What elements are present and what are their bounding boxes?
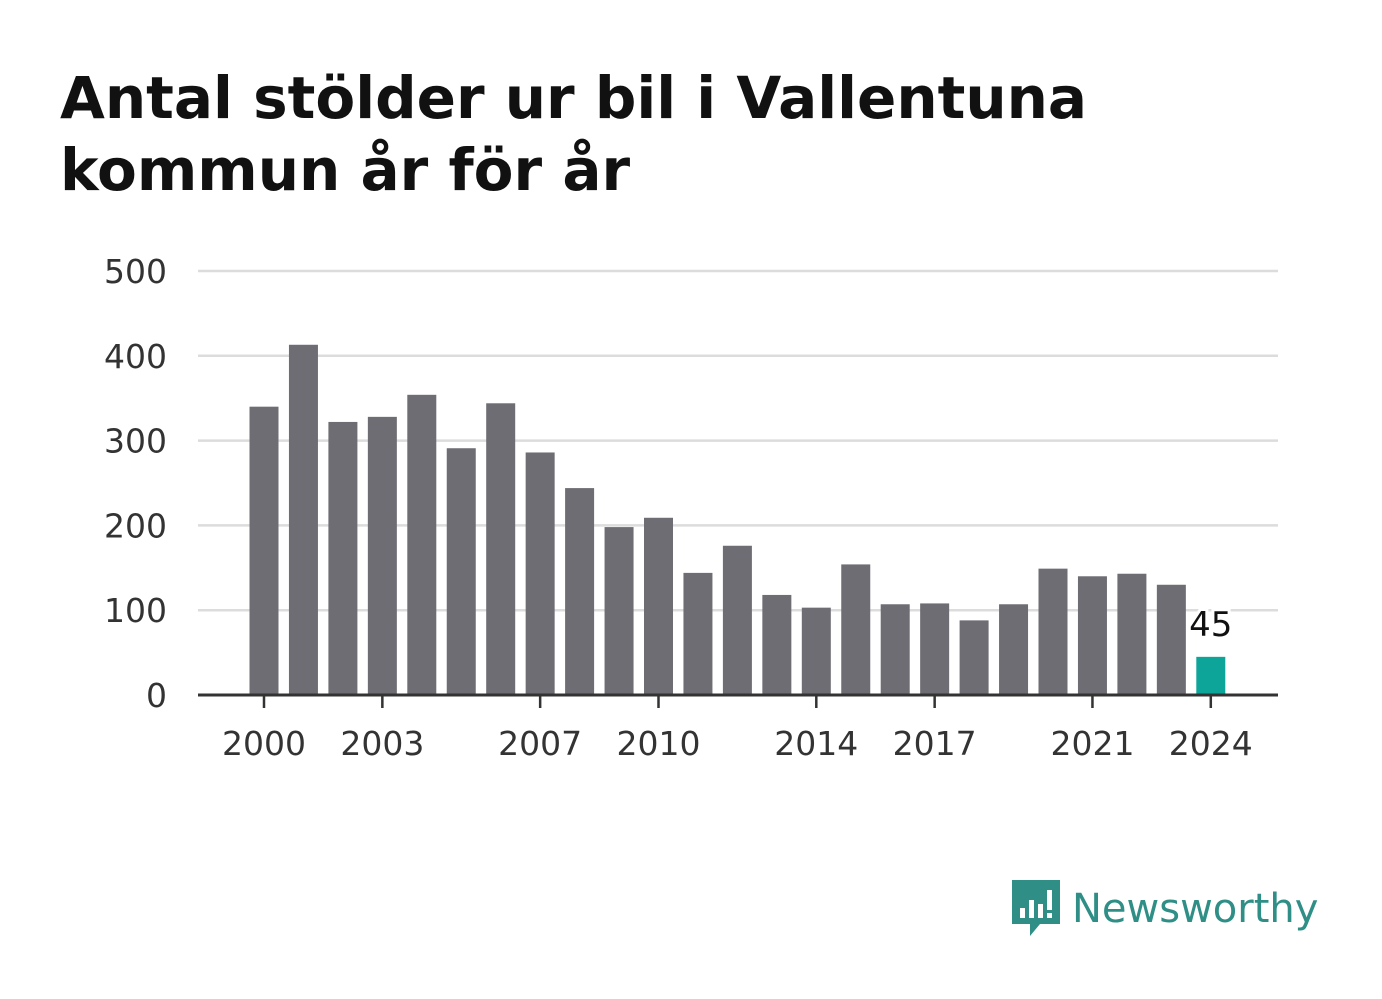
bar-2019 xyxy=(999,604,1029,695)
bar-2006 xyxy=(486,403,516,695)
y-tick-label: 100 xyxy=(104,591,167,630)
highlight-value-label: 45 xyxy=(1189,605,1232,645)
bar-2010 xyxy=(644,517,673,695)
y-tick-label: 500 xyxy=(104,252,167,291)
x-tick-label: 2007 xyxy=(498,724,582,763)
bar-2003 xyxy=(367,416,397,695)
x-tick-label: 2010 xyxy=(617,724,701,763)
y-axis-labels: 0 100 200 300 400 500 xyxy=(104,252,167,715)
bars xyxy=(249,344,1226,695)
bar-2004 xyxy=(407,394,437,695)
bar-chart-speech-bubble-icon xyxy=(1012,880,1060,936)
annotations: 45 xyxy=(1186,602,1235,648)
x-tick-label: 2017 xyxy=(893,724,977,763)
x-tick-label: 2014 xyxy=(774,724,858,763)
newsworthy-logo: Newsworthy xyxy=(1010,878,1318,940)
x-axis: 2000 2003 2007 2010 2014 2017 2021 2024 xyxy=(198,693,1278,763)
bar-2022 xyxy=(1117,573,1147,695)
bar-2023 xyxy=(1156,584,1186,695)
chart-title-line-1: Antal stölder ur bil i Vallentuna xyxy=(60,64,1088,132)
bar-2014 xyxy=(801,607,831,695)
chart-title-line-2: kommun år för år xyxy=(60,136,631,204)
bar-2021 xyxy=(1077,576,1107,695)
logo-text: Newsworthy xyxy=(1072,886,1319,932)
bar-2024 xyxy=(1196,656,1226,695)
bar-2002 xyxy=(328,421,358,695)
bar-chart: 0 100 200 300 400 500 2000 2003 2007 2010 2014 201… xyxy=(104,252,1278,763)
bar-2011 xyxy=(683,572,713,695)
y-tick-label: 400 xyxy=(104,337,167,376)
bar-2012 xyxy=(722,545,752,695)
bar-2001 xyxy=(288,344,318,695)
bar-2009 xyxy=(604,527,634,695)
bar-2020 xyxy=(1038,568,1068,695)
bar-2013 xyxy=(762,594,792,695)
bar-2000 xyxy=(249,406,279,695)
bar-2018 xyxy=(959,620,989,695)
bar-2008 xyxy=(565,488,595,695)
y-tick-label: 0 xyxy=(146,676,167,715)
x-tick-label: 2000 xyxy=(222,724,306,763)
x-tick-label: 2021 xyxy=(1050,724,1134,763)
y-tick-label: 300 xyxy=(104,422,167,461)
bar-2015 xyxy=(841,564,871,695)
x-tick-label: 2003 xyxy=(340,724,424,763)
bar-2005 xyxy=(446,448,476,695)
bar-2017 xyxy=(920,603,950,695)
bar-2007 xyxy=(525,452,555,695)
y-tick-label: 200 xyxy=(104,506,167,545)
bar-2016 xyxy=(880,604,910,695)
x-tick-label: 2024 xyxy=(1169,724,1253,763)
chart-title: Antal stölder ur bil i Vallentuna kommun… xyxy=(60,62,1160,206)
